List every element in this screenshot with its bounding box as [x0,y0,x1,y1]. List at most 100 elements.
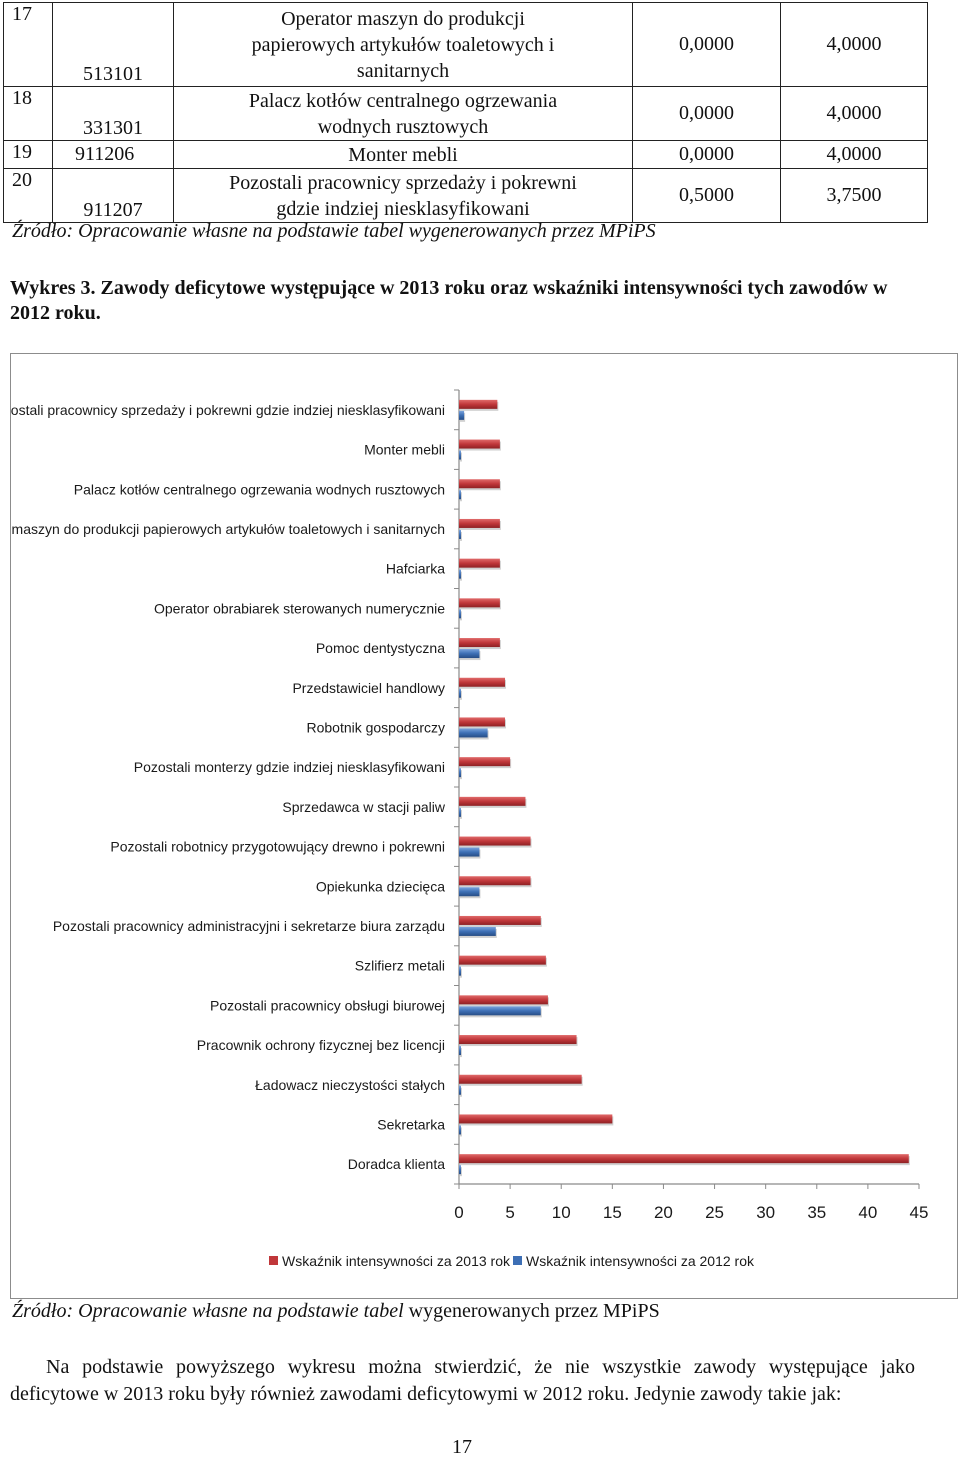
x-tick-label: 45 [910,1203,929,1222]
bar-2013 [459,479,500,489]
row-number: 19 [3,140,53,169]
bar-2013 [459,1154,909,1164]
category-label: Pozostali monterzy gdzie indziej nieskla… [134,759,445,775]
legend-label: Wskaźnik intensywności za 2012 rok [526,1253,755,1269]
bar-2013 [459,955,546,965]
occupation-name: Palacz kotłów centralnego ogrzewania wod… [173,86,633,141]
bar-2013 [459,876,531,886]
row-number: 18 [3,86,53,141]
chart-source-note: Źródło: Opracowanie własne na podstawie … [12,1300,660,1322]
chart-area: Pozostali pracownicy sprzedaży i pokrewn… [10,353,958,1299]
x-tick-label: 25 [705,1203,724,1222]
x-tick-label: 20 [654,1203,673,1222]
category-label: Pozostali pracownicy sprzedaży i pokrewn… [11,402,445,418]
bar-2013 [459,836,531,846]
value-2013: 4,0000 [780,2,928,87]
occupation-code: 513101 [52,2,174,87]
x-tick-label: 30 [756,1203,775,1222]
x-tick-label: 40 [858,1203,877,1222]
occupations-table: 17 513101 Operator maszyn do produkcji p… [3,2,928,223]
bar-2012 [459,569,461,579]
bar-2013 [459,1074,582,1084]
table-source-note: Źródło: Opracowanie własne na podstawie … [12,220,656,242]
bar-2012 [459,1006,541,1016]
category-label: Monter mebli [364,442,445,458]
bar-2012 [459,1125,461,1135]
x-tick-label: 10 [552,1203,571,1222]
occupation-code: 911207 [52,168,174,223]
figure-caption: Wykres 3. Zawody deficytowe występujące … [10,277,888,324]
bar-2012 [459,1046,461,1056]
bar-2012 [459,609,461,619]
value-2013: 3,7500 [780,168,928,223]
table-row: 17 513101 Operator maszyn do produkcji p… [3,2,928,87]
bar-2012 [459,847,480,857]
legend-swatch [269,1256,278,1265]
bar-2012 [459,529,461,539]
category-label: Przedstawiciel handlowy [292,680,445,696]
axis-group [454,389,920,1189]
occupation-name: Pozostali pracownicy sprzedaży i pokrewn… [173,168,633,223]
table-row: 20 911207 Pozostali pracownicy sprzedaży… [3,168,928,223]
bar-2012 [459,926,496,936]
value-2012: 0,0000 [632,2,781,87]
category-label: Palacz kotłów centralnego ogrzewania wod… [74,481,445,497]
category-label: Pracownik ochrony fizycznej bez licencji [197,1037,445,1053]
x-tick-label: 15 [603,1203,622,1222]
bar-2012 [459,450,461,460]
bar-2012 [459,410,465,420]
bar-2013 [459,757,511,767]
row-number: 20 [3,168,53,223]
occupation-code: 911206 [52,140,174,169]
category-label: Sprzedawca w stacji paliw [282,799,446,815]
category-label: Pomoc dentystyczna [316,640,445,656]
bar-2012 [459,966,461,976]
x-tick-labels-group: 0 5 10 15 20 25 30 35 40 45 [454,1203,928,1222]
legend-label: Wskaźnik intensywności za 2013 rok [282,1253,511,1269]
bar-2012 [459,490,461,500]
value-2012: 0,5000 [632,168,781,223]
category-label: Doradca klienta [348,1156,445,1172]
x-tick-label: 5 [505,1203,514,1222]
value-2013: 4,0000 [780,86,928,141]
bar-2013 [459,1114,613,1124]
category-label: Hafciarka [386,561,445,577]
legend-swatch [513,1256,522,1265]
bar-2012 [459,807,461,817]
bar-2013 [459,638,500,648]
category-label: Ładowacz nieczystości stałych [255,1077,445,1093]
category-label: Operator obrabiarek sterowanych numerycz… [154,600,445,616]
bar-2013 [459,518,500,528]
row-number: 17 [3,2,53,87]
bar-2013 [459,439,500,449]
category-label: Robotnik gospodarczy [306,719,445,735]
x-tick-label: 0 [454,1203,463,1222]
bar-2013 [459,1035,577,1045]
value-2012: 0,0000 [632,86,781,141]
value-2012: 0,0000 [632,140,781,169]
category-label: Pozostali pracownicy administracyjni i s… [53,918,445,934]
occupation-name: Monter mebli [173,140,633,169]
occupation-code: 331301 [52,86,174,141]
legend: Wskaźnik intensywności za 2013 rok Wskaźn… [269,1253,755,1269]
category-label: Pozostali pracownicy obsługi biurowej [210,997,445,1013]
category-label: Szlifierz metali [355,958,445,974]
bar-2013 [459,558,500,568]
bar-2012 [459,768,461,778]
body-paragraph: Na podstawie powyższego wykresu można st… [10,1356,915,1405]
bar-2013 [459,717,505,727]
bar-2013 [459,399,498,409]
category-label: Operator maszyn do produkcji papierowych… [11,521,445,537]
bar-chart: Pozostali pracownicy sprzedaży i pokrewn… [11,389,928,1269]
table-row: 19 911206 Monter mebli 0,0000 4,0000 [3,140,928,169]
bar-2013 [459,915,541,925]
x-tick-label: 35 [807,1203,826,1222]
bar-2012 [459,1165,461,1175]
bar-2012 [459,887,480,897]
occupation-name: Operator maszyn do produkcji papierowych… [173,2,633,87]
table-row: 18 331301 Palacz kotłów centralnego ogrz… [3,86,928,141]
bar-2013 [459,598,500,608]
page-number: 17 [452,1436,472,1458]
category-label: Sekretarka [377,1116,445,1132]
bar-2013 [459,995,548,1005]
